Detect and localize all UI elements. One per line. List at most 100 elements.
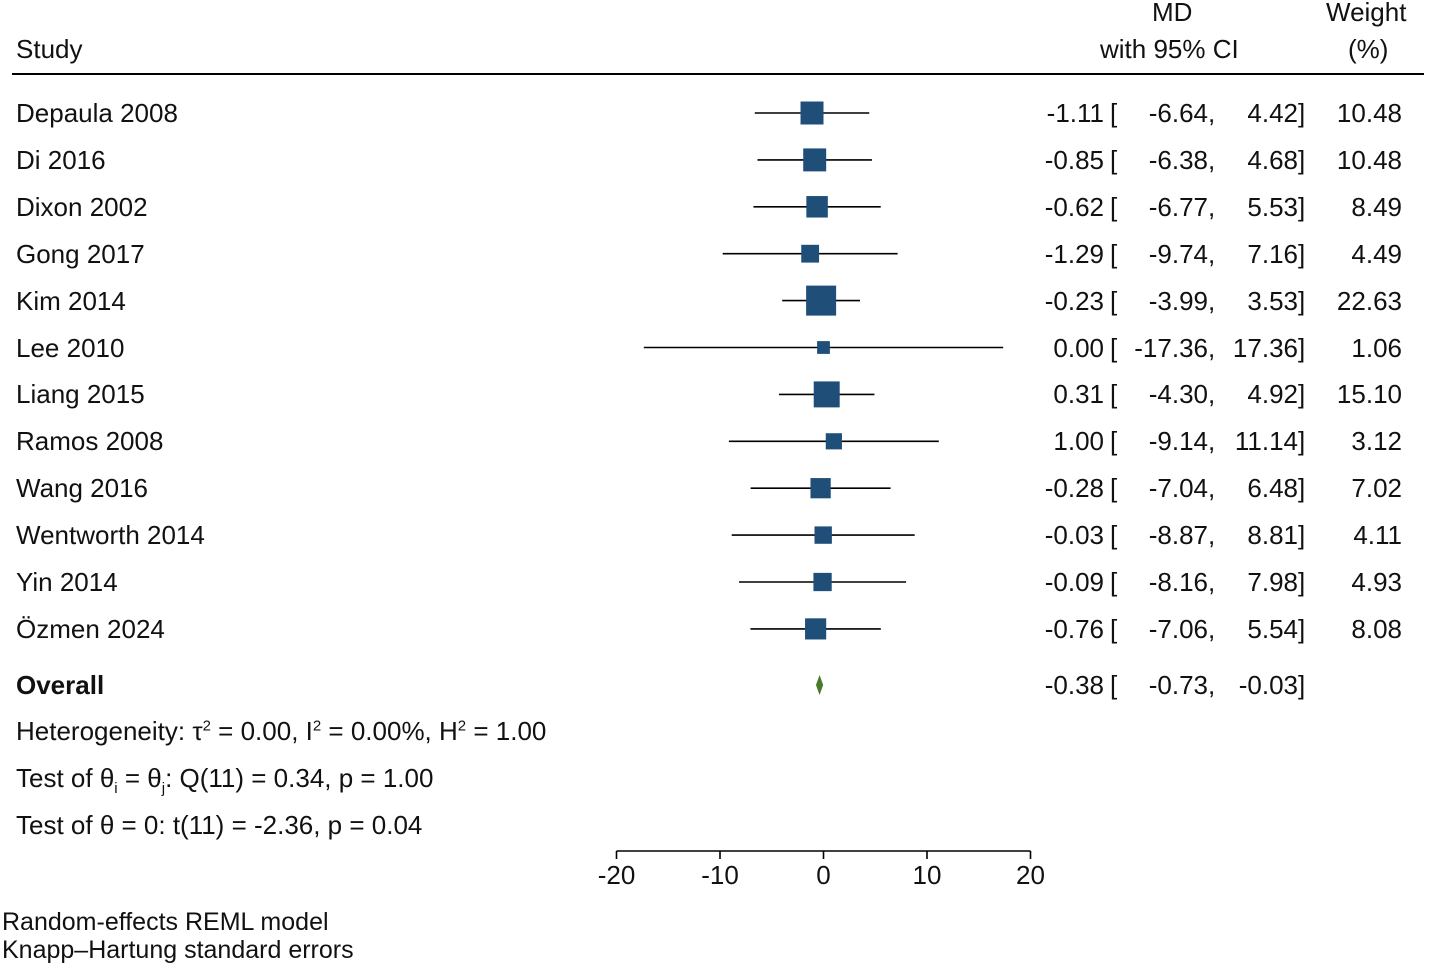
ci-open-bracket: [ xyxy=(1110,285,1118,316)
study-name: Wang 2016 xyxy=(16,473,149,504)
weight-value: 15.10 xyxy=(1336,379,1402,410)
ci-open-bracket: [ xyxy=(1110,98,1118,128)
study-name: Depaula 2008 xyxy=(16,98,178,128)
ci-close-bracket: ] xyxy=(1298,144,1306,175)
md-value: 1.00 xyxy=(1053,426,1104,457)
ci-lower: -6.77 xyxy=(1148,191,1208,222)
ci-upper: 7.16 xyxy=(1247,238,1298,269)
x-tick-label: 20 xyxy=(1016,860,1045,890)
weight-value: 4.93 xyxy=(1351,567,1402,597)
ci-open-bracket: [ xyxy=(1110,191,1118,222)
header-study: Study xyxy=(16,34,83,64)
ci-close-bracket: ] xyxy=(1298,473,1306,504)
weight-value: 1.06 xyxy=(1351,332,1402,363)
ci-close-bracket: ] xyxy=(1298,332,1306,363)
ci-upper: 4.92 xyxy=(1247,379,1298,410)
ci-close-bracket: ] xyxy=(1298,285,1306,316)
heterogeneity-stat: Heterogeneity: τ2 = 0.00, I2 = 0.00%, H2… xyxy=(16,716,547,746)
study-square xyxy=(813,381,840,408)
weight-value: 22.63 xyxy=(1336,285,1402,316)
ci-open-bracket: [ xyxy=(1110,520,1118,551)
ci-lower: -3.99 xyxy=(1148,285,1208,316)
study-square xyxy=(805,618,827,640)
weight-value: 8.08 xyxy=(1351,613,1402,644)
ci-open-bracket: [ xyxy=(1110,379,1118,410)
ci-comma: , xyxy=(1208,426,1216,457)
ci-lower: -4.30 xyxy=(1148,379,1208,410)
study-square xyxy=(803,148,827,172)
ci-close-bracket: ] xyxy=(1298,426,1306,457)
study-square xyxy=(801,244,820,263)
ci-open-bracket: [ xyxy=(1110,238,1118,269)
md-value: -0.09 xyxy=(1044,567,1104,597)
ci-lower: -6.64 xyxy=(1148,98,1208,128)
ci-close-bracket: ] xyxy=(1298,98,1306,128)
ci-upper: 6.48 xyxy=(1247,473,1298,504)
md-value: -0.76 xyxy=(1044,613,1104,644)
overall-ci-upper: -0.03 xyxy=(1238,670,1298,700)
model-note: Random-effects REML model xyxy=(2,908,329,936)
ci-comma: , xyxy=(1208,379,1216,410)
weight-value: 7.02 xyxy=(1351,473,1402,504)
ci-lower: -17.36 xyxy=(1134,332,1208,363)
ci-close-bracket: ] xyxy=(1298,520,1306,551)
ci-comma: , xyxy=(1208,613,1216,644)
x-tick-label: 10 xyxy=(913,860,942,890)
header-md: MD xyxy=(1152,0,1193,27)
ci-upper: 17.36 xyxy=(1232,332,1298,363)
study-square xyxy=(814,526,832,544)
ci-close-bracket: ] xyxy=(1298,567,1306,597)
header-ci: with 95% CI xyxy=(1100,34,1239,64)
overall-md: -0.38 xyxy=(1044,670,1104,700)
ci-comma: , xyxy=(1208,332,1216,363)
md-value: -0.28 xyxy=(1044,473,1104,504)
ci-open-bracket: [ xyxy=(1110,670,1118,700)
study-name: Lee 2010 xyxy=(16,332,125,363)
ci-open-bracket: [ xyxy=(1110,613,1118,644)
study-square xyxy=(810,478,831,499)
md-value: -1.11 xyxy=(1046,98,1104,128)
ci-comma: , xyxy=(1208,98,1216,128)
study-square xyxy=(806,196,828,218)
ci-open-bracket: [ xyxy=(1110,144,1118,175)
weight-value: 8.49 xyxy=(1351,191,1402,222)
ci-lower: -9.14 xyxy=(1148,426,1208,457)
ci-lower: -9.74 xyxy=(1148,238,1208,269)
x-tick-label: 0 xyxy=(816,860,830,890)
ci-upper: 11.14 xyxy=(1234,426,1298,457)
ci-upper: 7.98 xyxy=(1247,567,1298,597)
ci-upper: 4.42 xyxy=(1247,98,1298,128)
ci-open-bracket: [ xyxy=(1110,426,1118,457)
weight-value: 10.48 xyxy=(1336,98,1402,128)
weight-value: 3.12 xyxy=(1351,426,1402,457)
ci-upper: 3.53 xyxy=(1247,285,1298,316)
ci-close-bracket: ] xyxy=(1298,379,1306,410)
study-name: Wentworth 2014 xyxy=(16,520,205,551)
ci-close-bracket: ] xyxy=(1298,238,1306,269)
ci-comma: , xyxy=(1208,238,1216,269)
ci-lower: -8.16 xyxy=(1148,567,1208,597)
study-square xyxy=(817,341,830,354)
ci-upper: 5.54 xyxy=(1247,613,1298,644)
ci-comma: , xyxy=(1208,567,1216,597)
ci-upper: 4.68 xyxy=(1247,144,1298,175)
header-weight: Weight xyxy=(1326,0,1407,27)
study-name: Di 2016 xyxy=(16,144,106,175)
study-name: Gong 2017 xyxy=(16,238,145,269)
md-value: 0.31 xyxy=(1053,379,1104,410)
study-square xyxy=(800,101,824,125)
ci-lower: -8.87 xyxy=(1148,520,1208,551)
ci-upper: 8.81 xyxy=(1247,520,1298,551)
study-name: Özmen 2024 xyxy=(16,613,165,644)
errors-note: Knapp–Hartung standard errors xyxy=(2,936,354,964)
ci-comma: , xyxy=(1208,191,1216,222)
overall-effect-test: Test of θ = 0: t(11) = -2.36, p = 0.04 xyxy=(16,810,423,840)
overall-diamond xyxy=(815,675,824,695)
ci-comma: , xyxy=(1208,473,1216,504)
x-tick-label: -10 xyxy=(701,860,739,890)
study-square xyxy=(825,433,842,450)
ci-lower: -6.38 xyxy=(1148,144,1208,175)
ci-comma: , xyxy=(1208,670,1216,700)
study-name: Ramos 2008 xyxy=(16,426,164,457)
